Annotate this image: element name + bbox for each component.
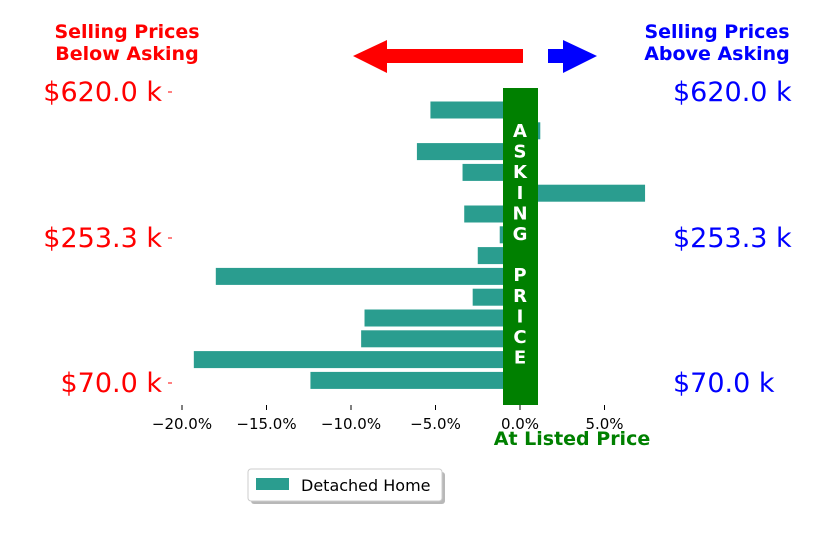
- band-letter: N: [512, 203, 527, 224]
- legend-label: Detached Home: [301, 476, 431, 495]
- band-letter: P: [513, 265, 526, 286]
- band-letter: I: [517, 306, 524, 327]
- legend: Detached Home: [247, 468, 445, 504]
- bar: [416, 143, 520, 161]
- bar: [364, 309, 520, 327]
- band-letter: K: [513, 162, 528, 183]
- right-header-line2: Above Asking: [644, 43, 790, 65]
- left-arrow-icon: [353, 40, 523, 73]
- bar: [193, 351, 520, 369]
- y-tick-label-right: $70.0 k: [673, 368, 775, 399]
- y-tick-label-left: $620.0 k: [43, 77, 162, 108]
- x-tick-label: 0.0%: [501, 415, 539, 433]
- bar: [215, 267, 521, 285]
- y-tick-label-left: $70.0 k: [60, 368, 162, 399]
- band-letter: A: [513, 121, 527, 142]
- band-letter: E: [514, 348, 526, 369]
- asking-price-band: [503, 88, 538, 405]
- right-arrow-icon: [548, 40, 597, 73]
- x-tick-label: −5.0%: [410, 415, 461, 433]
- y-tick-label-left: $253.3 k: [43, 223, 162, 254]
- y-tick-label-right: $253.3 k: [673, 223, 792, 254]
- band-letter: I: [517, 183, 524, 204]
- x-tick-label: −10.0%: [321, 415, 381, 433]
- bar: [430, 101, 520, 119]
- band-letter: S: [514, 142, 527, 163]
- bar: [520, 184, 646, 202]
- y-axis-right: $620.0 k $253.3 k $70.0 k: [673, 77, 792, 399]
- bar: [361, 330, 520, 348]
- x-axis: −20.0% −15.0% −10.0% −5.0% 0.0% 5.0%: [152, 405, 624, 433]
- legend-swatch: [256, 478, 289, 490]
- bar-series: [193, 101, 646, 389]
- listed-price-label: At Listed Price: [494, 428, 650, 450]
- left-header-line2: Below Asking: [55, 43, 198, 65]
- band-letter: G: [513, 224, 528, 245]
- x-tick-label: −20.0%: [152, 415, 212, 433]
- y-axis-left: $620.0 k $253.3 k $70.0 k: [43, 77, 172, 399]
- x-tick-label: −15.0%: [236, 415, 296, 433]
- bar: [310, 371, 520, 389]
- x-tick-label: 5.0%: [585, 415, 623, 433]
- band-letter: R: [513, 286, 527, 307]
- y-tick-label-right: $620.0 k: [673, 77, 792, 108]
- band-letter: C: [513, 327, 526, 348]
- left-header-line1: Selling Prices: [54, 21, 199, 43]
- right-header-line1: Selling Prices: [644, 21, 789, 43]
